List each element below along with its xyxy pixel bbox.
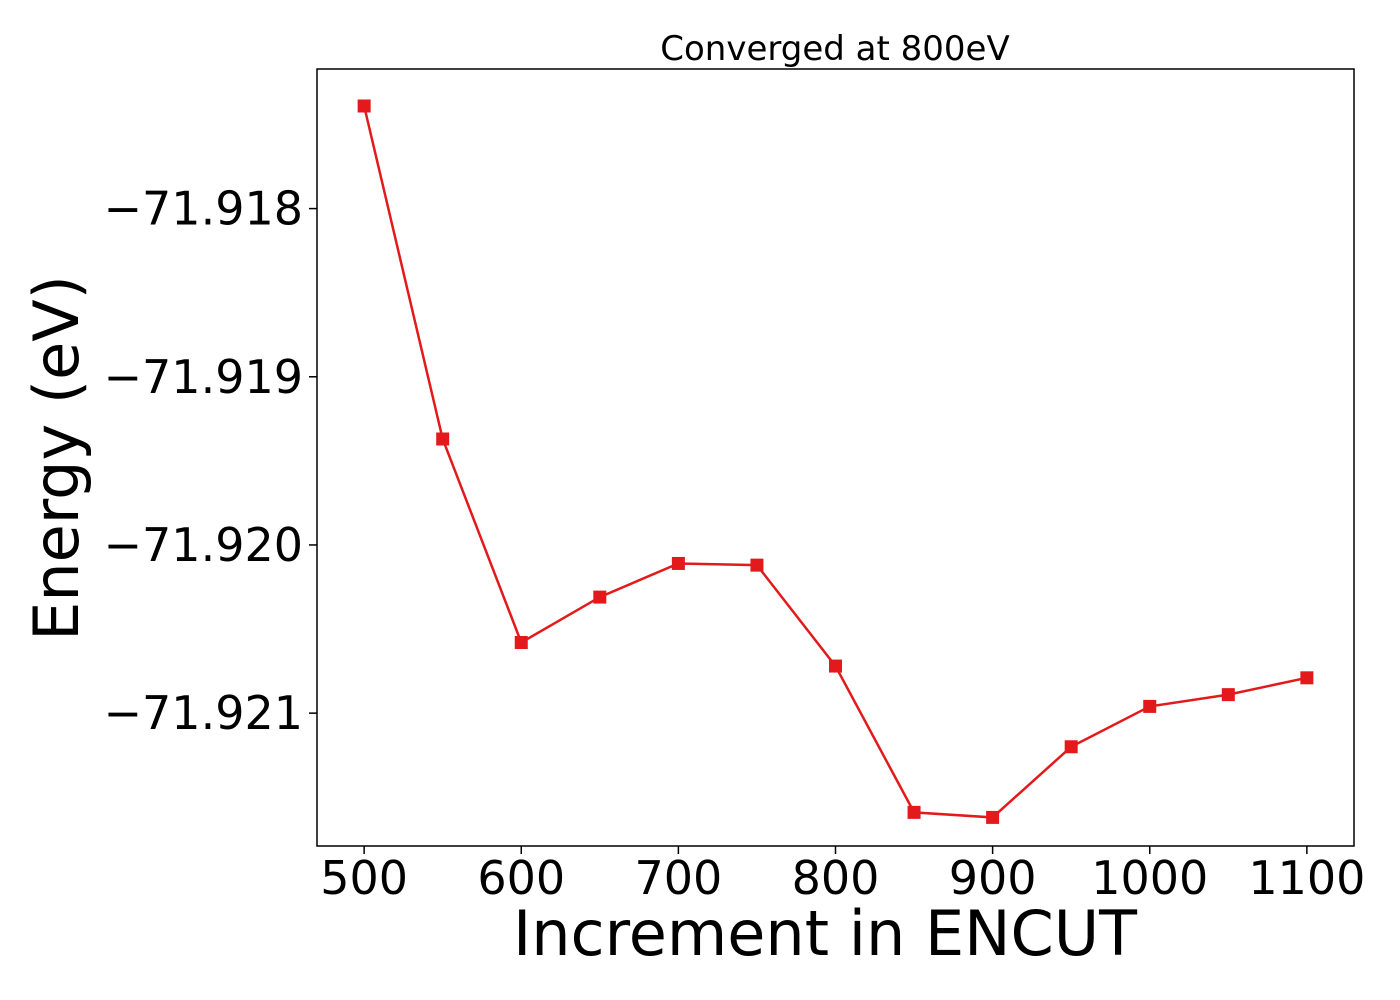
x-axis-ticks: 500 600 700 800 900 1000 1100: [320, 846, 1365, 905]
series-line-group: [357, 99, 1314, 824]
data-point-marker: [986, 810, 1000, 824]
data-point-marker: [436, 432, 450, 446]
x-axis-title: Increment in ENCUT: [513, 897, 1138, 970]
series-line: [362, 105, 1308, 819]
data-point-marker: [357, 99, 371, 113]
y-axis-title: Energy (eV): [20, 275, 93, 641]
data-point-marker: [829, 659, 842, 673]
y-tick-label: −71.919: [104, 350, 304, 404]
x-tick-label: 800: [792, 851, 880, 905]
y-tick-label: −71.918: [104, 182, 304, 236]
data-point-marker: [514, 636, 528, 649]
y-tick-label: −71.921: [104, 686, 304, 740]
data-point-marker: [907, 805, 921, 819]
data-point-marker: [1300, 671, 1314, 685]
x-tick-label: 1000: [1091, 851, 1208, 905]
x-tick-label: 500: [320, 851, 408, 905]
x-tick-label: 600: [477, 851, 565, 905]
data-point-marker: [1221, 688, 1235, 702]
data-point-marker: [593, 590, 607, 604]
plot-area-frame: [316, 68, 1355, 847]
y-axis-ticks: −71.918 −71.919 −71.920 −71.921: [104, 182, 317, 740]
data-point-marker: [750, 558, 764, 572]
data-point-marker: [671, 556, 685, 570]
data-point-marker: [1064, 740, 1078, 754]
data-point-marker: [1143, 699, 1157, 713]
y-tick-label: −71.920: [104, 518, 304, 572]
x-tick-label: 900: [949, 851, 1037, 905]
chart-title: Converged at 800eV: [660, 29, 1009, 69]
x-tick-label: 700: [634, 851, 722, 905]
x-tick-label: 1100: [1248, 851, 1365, 905]
